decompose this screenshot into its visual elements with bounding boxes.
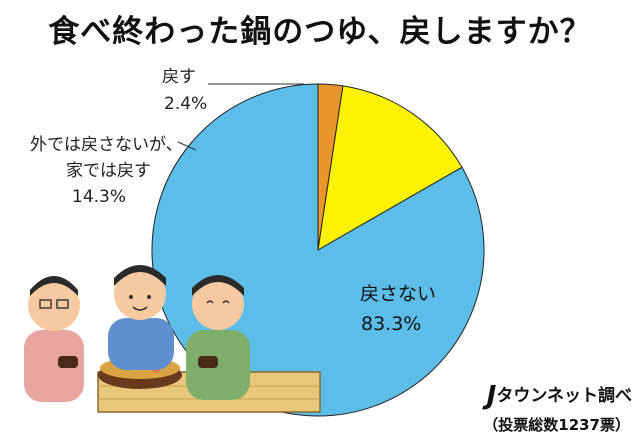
source-credit: Jタウンネット調べ	[487, 381, 632, 411]
label-soto-line1: 外では戻さないが、	[30, 135, 183, 155]
vote-count: （投票総数1237票）	[483, 416, 630, 434]
hotpot-illustration	[24, 265, 321, 413]
j-town-logo: J	[486, 381, 497, 411]
source-brand: タウンネット調べ	[496, 386, 632, 406]
value-soto: 14.3%	[72, 187, 126, 207]
label-soto-line2: 家では戻す	[66, 161, 151, 181]
chart-title: 食べ終わった鍋のつゆ、戻しますか？	[48, 14, 592, 50]
label-modosu: 戻す	[162, 67, 196, 87]
value-modosanai: 83.3%	[361, 313, 421, 335]
pie-slice-1	[317, 85, 463, 251]
label-modosanai: 戻さない	[360, 283, 436, 305]
leader-line-soto	[177, 141, 197, 151]
value-modosu: 2.4%	[164, 94, 207, 114]
